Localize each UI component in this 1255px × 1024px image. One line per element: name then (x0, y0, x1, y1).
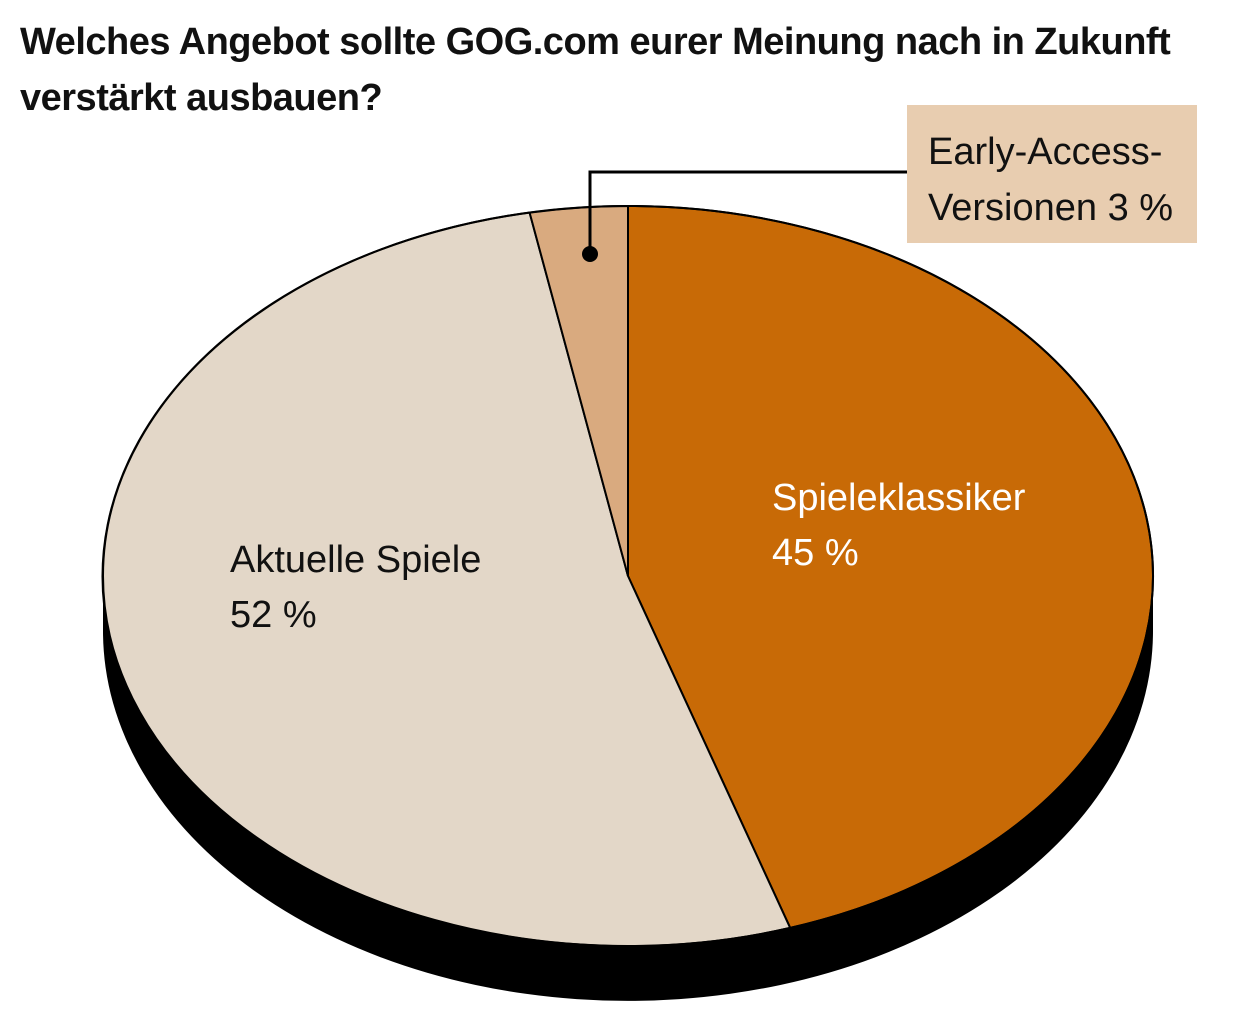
callout-line-2: Versionen 3 % (928, 187, 1173, 229)
slice-label-aktuelle-spiele: Aktuelle Spiele (230, 539, 481, 581)
chart-title: Welches Angebot sollte GOG.com eurer Mei… (20, 21, 1171, 119)
slice-value-spieleklassiker: 45 % (772, 532, 859, 574)
callout-leader-line (588, 170, 907, 253)
pie-outline (102, 205, 1154, 947)
callout-leader-dot (582, 246, 598, 262)
slice-value-aktuelle-spiele: 52 % (230, 594, 317, 636)
callout-box (907, 105, 1197, 243)
slice-label-spieleklassiker: Spieleklassiker (772, 477, 1026, 519)
callout-line-1: Early-Access- (928, 131, 1162, 173)
